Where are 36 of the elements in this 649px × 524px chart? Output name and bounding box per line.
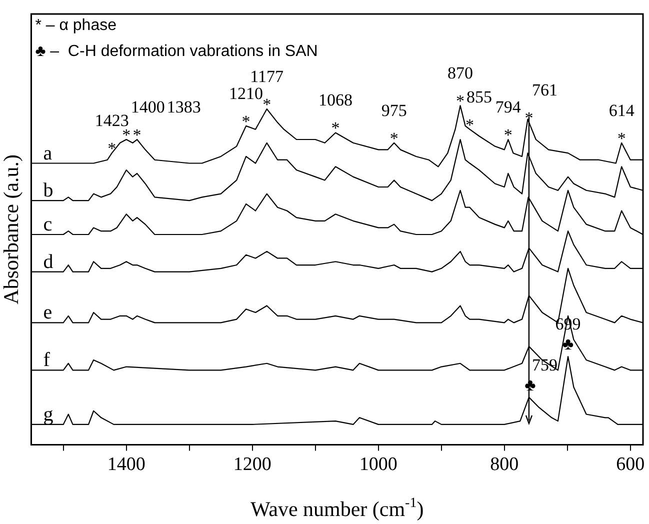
- annotation: *: [242, 112, 250, 131]
- text: ♣ – C-H deformation vabrations in SAN: [35, 43, 318, 60]
- annotation: 1177: [250, 66, 284, 86]
- series-label: e: [43, 302, 52, 324]
- x-tick-label: 1400: [107, 454, 146, 476]
- annotation: 1400: [130, 98, 165, 117]
- series-label: f: [43, 349, 50, 372]
- annotation: *: [617, 128, 626, 148]
- annotation: *: [262, 94, 272, 114]
- annotation: 855: [466, 87, 492, 106]
- annotation: 761: [532, 80, 558, 100]
- annotation: 1068: [318, 90, 353, 110]
- annotation: *: [390, 128, 398, 148]
- annotation: *: [108, 139, 116, 158]
- text: * – α phase: [35, 17, 117, 34]
- annotation: 975: [381, 100, 407, 120]
- series-label: c: [43, 213, 52, 236]
- annotation: *: [132, 126, 142, 145]
- x-tick-label: 800: [490, 454, 519, 476]
- annotation: 1383: [166, 98, 201, 117]
- annotation: *: [456, 92, 465, 111]
- annotation: 1210: [229, 84, 264, 103]
- x-tick-label: 1200: [233, 454, 272, 476]
- annotation: *: [331, 118, 340, 138]
- series-label: a: [43, 142, 52, 164]
- annotation: *: [504, 126, 512, 145]
- series-label: d: [43, 250, 54, 273]
- x-tick-label: 600: [616, 454, 645, 476]
- annotation: 614: [608, 100, 635, 120]
- series-label: b: [43, 180, 54, 202]
- y-axis-title: Absorbance (a.u.): [0, 154, 24, 304]
- annotation: 794: [495, 98, 522, 117]
- x-tick-label: 1000: [359, 454, 398, 476]
- annotation: *: [465, 115, 474, 134]
- annotation: ♣: [562, 334, 574, 354]
- annotation: 870: [448, 64, 474, 83]
